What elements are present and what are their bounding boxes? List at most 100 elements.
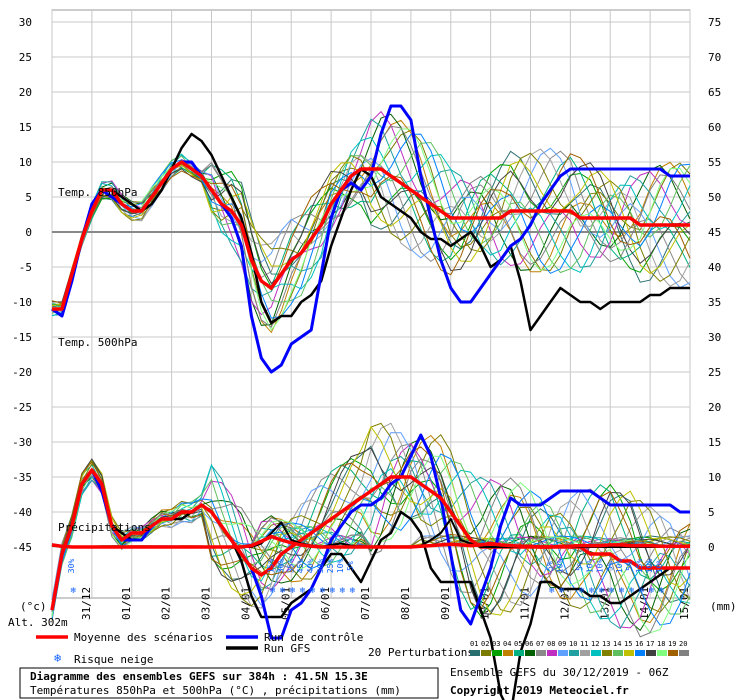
main-series xyxy=(50,104,690,700)
perturbation-number: 08 xyxy=(547,640,555,648)
snow-risk-icon: ❄ xyxy=(638,586,645,595)
perturbation-number: 20 xyxy=(679,640,687,648)
snow-risk-icon: ❄ xyxy=(658,586,665,595)
legend-snow-label: Risque neige xyxy=(74,653,153,666)
snow-risk-percent: 45% xyxy=(296,559,305,574)
snow-risk-percent: 25% xyxy=(326,559,335,574)
perturbation-swatch xyxy=(635,650,645,656)
panel-label-t500: Temp. 500hPa xyxy=(58,336,137,349)
snow-risk-icon: ❄ xyxy=(578,586,585,595)
snow-risk-percent: 40% xyxy=(306,559,315,574)
right-tick-label: 70 xyxy=(708,51,721,64)
left-tick-label: -40 xyxy=(12,506,32,519)
perturbation-number: 13 xyxy=(602,640,610,648)
snow-risk-percent: 15% xyxy=(266,559,275,574)
perturbation-t850-line xyxy=(51,136,691,317)
right-tick-label: 20 xyxy=(708,401,721,414)
snow-risk-percent: 30% xyxy=(276,559,285,574)
perturbation-swatch xyxy=(525,650,535,656)
perturbation-swatch xyxy=(492,650,502,656)
perturbation-number: 12 xyxy=(591,640,599,648)
perturbation-swatch xyxy=(558,650,568,656)
left-tick-label: -30 xyxy=(12,436,32,449)
perturbation-number: 18 xyxy=(657,640,665,648)
footer-copyright: Copyright 2019 Meteociel.fr xyxy=(450,684,629,697)
perturbation-swatch xyxy=(547,650,557,656)
right-unit-label: (mm) xyxy=(710,600,737,613)
right-tick-label: 40 xyxy=(708,261,721,274)
left-tick-label: -45 xyxy=(12,541,32,554)
snow-risk-percent: 5% xyxy=(545,561,554,571)
snow-risk-percent: 30% xyxy=(316,559,325,574)
snow-risk-icon: ❄ xyxy=(339,586,346,595)
date-tick-label: 08/01 xyxy=(399,587,412,620)
snow-risk-percent: 30% xyxy=(67,559,76,574)
snow-risk-percent: 15% xyxy=(635,559,644,574)
date-tick-label: 01/01 xyxy=(120,587,133,620)
date-tick-label: 07/01 xyxy=(359,587,372,620)
date-tick-label: 31/12 xyxy=(80,587,93,620)
left-tick-label: -25 xyxy=(12,401,32,414)
left-tick-label: 5 xyxy=(25,191,32,204)
perturbation-color-legend: 01 02 03 04 05 06 07 08 09 10 11 12 13 14 15 16 17 18 19 20 xyxy=(470,640,689,656)
perturbation-t500-line xyxy=(51,432,691,606)
t500-mean-line xyxy=(50,468,690,611)
left-tick-label: 10 xyxy=(19,156,32,169)
snow-risk-icon: ❄ xyxy=(279,586,286,595)
perturbation-swatch xyxy=(602,650,612,656)
left-tick-label: -5 xyxy=(19,261,32,274)
perturbation-number: 10 xyxy=(569,640,577,648)
panel-label-t850: Temp. 850hPa xyxy=(58,186,137,199)
snow-risk-icon: ❄ xyxy=(628,586,635,595)
snow-risk-icon: ❄ xyxy=(309,586,316,595)
legend-perturbations-label: 20 Perturbations xyxy=(368,646,474,659)
right-tick-label: 55 xyxy=(708,156,721,169)
left-unit-label: (°c) xyxy=(20,600,47,613)
perturbation-number: 07 xyxy=(536,640,544,648)
precip-mean-line xyxy=(51,534,690,549)
snow-risk-icon: ❄ xyxy=(618,586,625,595)
right-tick-label: 5 xyxy=(708,506,715,519)
perturbation-number: 03 xyxy=(492,640,500,648)
snow-risk-percent: 5% xyxy=(605,561,614,571)
perturbation-t500-line xyxy=(51,422,691,609)
date-tick-label: 12/01 xyxy=(558,587,571,620)
date-tick-label: 04/01 xyxy=(239,587,252,620)
perturbation-swatch xyxy=(646,650,656,656)
snow-risk-icon: ❄ xyxy=(608,586,615,595)
snow-risk-icon: ❄ xyxy=(598,586,605,595)
snow-risk-percent: 10% xyxy=(655,559,664,574)
perturbation-number: 05 xyxy=(514,640,522,648)
perturbation-number: 11 xyxy=(580,640,588,648)
snow-risk-percent: 5% xyxy=(625,561,634,571)
t850-mean-line xyxy=(52,160,690,311)
date-tick-label: 06/01 xyxy=(319,587,332,620)
date-tick-label: 05/01 xyxy=(279,587,292,620)
footer-box xyxy=(19,667,439,699)
date-tick-label: 02/01 xyxy=(160,587,173,620)
right-tick-label: 60 xyxy=(708,121,721,134)
right-tick-label: 75 xyxy=(708,16,721,29)
perturbation-swatch xyxy=(481,650,491,656)
snow-risk-percent: 35% xyxy=(286,559,295,574)
perturbation-number: 09 xyxy=(558,640,566,648)
perturbation-number: 19 xyxy=(668,640,676,648)
snow-risk-percent: 10% xyxy=(336,559,345,574)
left-tick-label: -15 xyxy=(12,331,32,344)
snow-risk-icon: ❄ xyxy=(349,586,356,595)
perturbation-t500-line xyxy=(51,425,691,616)
snow-risk-percent: 10% xyxy=(555,559,564,574)
altitude-label: Alt. 302m xyxy=(8,616,68,629)
footer-title: Diagramme des ensembles GEFS sur 384h : … xyxy=(30,670,368,683)
perturbation-number: 02 xyxy=(481,640,489,648)
left-tick-label: 0 xyxy=(25,226,32,239)
snow-risk-icon: ❄ xyxy=(588,586,595,595)
perturbation-swatch xyxy=(668,650,678,656)
snow-risk-row: ❄ 30% ❄ 15% ❄ 30% ❄ 35% ❄ 45% ❄ 40% ❄ 30% ❄ 25% ❄ 10% ❄ 5% ❄… xyxy=(67,559,665,595)
right-tick-label: 50 xyxy=(708,191,721,204)
snow-risk-icon: ❄ xyxy=(289,586,296,595)
perturbation-number: 06 xyxy=(525,640,533,648)
snow-risk-percent: 5% xyxy=(575,561,584,571)
left-tick-label: 20 xyxy=(19,86,32,99)
